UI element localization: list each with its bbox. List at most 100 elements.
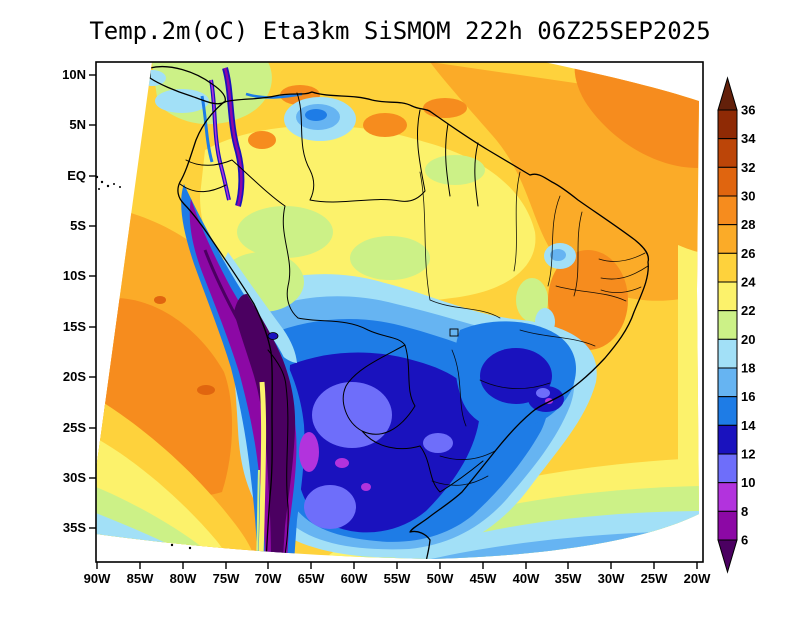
lat-label: 5S [70, 218, 86, 233]
colorbar-label: 14 [741, 418, 756, 433]
colorbar-label: 24 [741, 275, 756, 290]
lat-label: 10N [62, 67, 86, 82]
lat-label: 20S [63, 369, 86, 384]
island-dots-galapagos [95, 175, 121, 190]
lon-label: 75W [213, 571, 240, 586]
colorbar: 36 34 32 30 28 26 24 22 20 18 16 14 12 1… [717, 76, 756, 574]
region-caribbean-18-20C [155, 89, 209, 113]
region-llanos-warm-spot [248, 131, 276, 149]
lon-label: 70W [255, 571, 282, 586]
colorbar-seg-22-24 [717, 281, 738, 312]
colorbar-label: 22 [741, 303, 755, 318]
lat-ticks [89, 74, 96, 529]
colorbar-seg-24-26 [717, 252, 738, 283]
lon-label: 55W [384, 571, 411, 586]
colorbar-seg-28-30 [717, 195, 738, 226]
andes-colombia-strand [200, 95, 214, 163]
region-ne-brazil-cool-spot-core [550, 249, 566, 261]
distrito-federal-border [449, 328, 459, 337]
lon-label: 20W [684, 571, 711, 586]
cold-pool-10-12C-paraguay [312, 382, 392, 448]
colorbar-label: 10 [741, 475, 755, 490]
colorbar-seg-10-12 [717, 453, 738, 484]
lon-label: 30W [598, 571, 625, 586]
lat-labels: 10N 5N EQ 5S 10S 15S 20S 25S 30S 35S [62, 67, 86, 535]
region-llanos-warm-spot [363, 113, 407, 137]
cold-pool-8-10C-spot [335, 458, 349, 468]
lon-label: 65W [298, 571, 325, 586]
lon-ticks [96, 562, 698, 569]
country-borders [179, 92, 484, 559]
cold-pool-10-12C-spot [423, 433, 453, 453]
region-bahia-coast-28-30C [548, 250, 628, 350]
region-east-edge-22-24C [678, 245, 699, 470]
lon-label: 80W [170, 571, 197, 586]
lon-labels: 90W 85W 80W 75W 70W 65W 60W 55W 50W 45W … [84, 571, 711, 586]
cold-pool-region [233, 274, 597, 558]
lon-label: 90W [84, 571, 111, 586]
lat-label: 35S [63, 520, 86, 535]
colorbar-seg-14-16 [717, 396, 738, 426]
coastline-pacific [177, 101, 273, 559]
colorbar-label: 26 [741, 246, 755, 261]
lake-titicaca [267, 332, 279, 340]
colorbar-label: 28 [741, 217, 755, 232]
plot-frame [95, 61, 704, 563]
lon-label: 40W [513, 571, 540, 586]
colorbar-seg-20-22 [717, 310, 738, 340]
page-title: Temp.2m(oC) Eta3km SiSMOM 222h 06Z25SEP2… [89, 17, 711, 45]
colorbar-seg-8-10 [717, 482, 738, 512]
region-amazon-green-spot [350, 236, 430, 280]
coastline-atlantic [223, 91, 650, 559]
region-atlantic-28-30C [574, 62, 699, 168]
colorbar-arrow-above-36 [717, 76, 738, 111]
cold-pool-10-12C-argentina [304, 485, 356, 529]
colorbar-seg-26-28 [717, 224, 738, 254]
lat-label: 10S [63, 268, 86, 283]
andes-east-8-10C-patch [299, 432, 319, 472]
colorbar-seg-30-32 [717, 166, 738, 197]
lat-label: 30S [63, 470, 86, 485]
colorbar-arrow-below-6 [717, 539, 738, 574]
region-amazon-green-spot [237, 206, 333, 258]
lon-label: 25W [641, 571, 668, 586]
colorbar-label: 12 [741, 447, 755, 462]
coastline-panama [149, 65, 227, 105]
colorbar-label: 8 [741, 504, 748, 519]
andes-cold-band [181, 67, 319, 559]
state-borders [419, 171, 649, 486]
colorbar-seg-34-36 [717, 109, 738, 140]
lon-label: 35W [555, 571, 582, 586]
chile-coastal-warm-strip [258, 381, 267, 557]
colorbar-label: 20 [741, 332, 755, 347]
colorbar-label: 18 [741, 361, 755, 376]
colorbar-label: 30 [741, 189, 755, 204]
colorbar-seg-18-20 [717, 338, 738, 369]
cold-pool-se-brazil-10-12C-spot [536, 388, 550, 398]
andes-colombia-strand-core [210, 79, 230, 201]
lat-label: EQ [67, 168, 86, 183]
colorbar-label: 32 [741, 160, 755, 175]
lon-label: 85W [127, 571, 154, 586]
colorbar-label: 34 [741, 131, 756, 146]
andes-peru-core [203, 249, 241, 323]
region-guiana-highlands-14-16C [305, 109, 327, 121]
lat-label: 5N [69, 117, 86, 132]
lat-label: 25S [63, 420, 86, 435]
colorbar-seg-6-8 [717, 510, 738, 541]
colorbar-label: 6 [741, 533, 748, 548]
island-dots-south [170, 543, 192, 550]
colorbar-seg-12-14 [717, 424, 738, 455]
colorbar-seg-32-34 [717, 138, 738, 168]
colorbar-seg-16-18 [717, 367, 738, 398]
region-north-brazil-warm-spot [423, 98, 467, 118]
lon-label: 45W [470, 571, 497, 586]
region-pacific-30-32C-spot [154, 296, 166, 304]
colorbar-label: 16 [741, 389, 755, 404]
andes-colombia-strand-core [223, 67, 243, 207]
cold-pool-8-10C-spot [361, 483, 371, 491]
region-amazon-green-spot [425, 155, 485, 185]
lon-label: 60W [341, 571, 368, 586]
